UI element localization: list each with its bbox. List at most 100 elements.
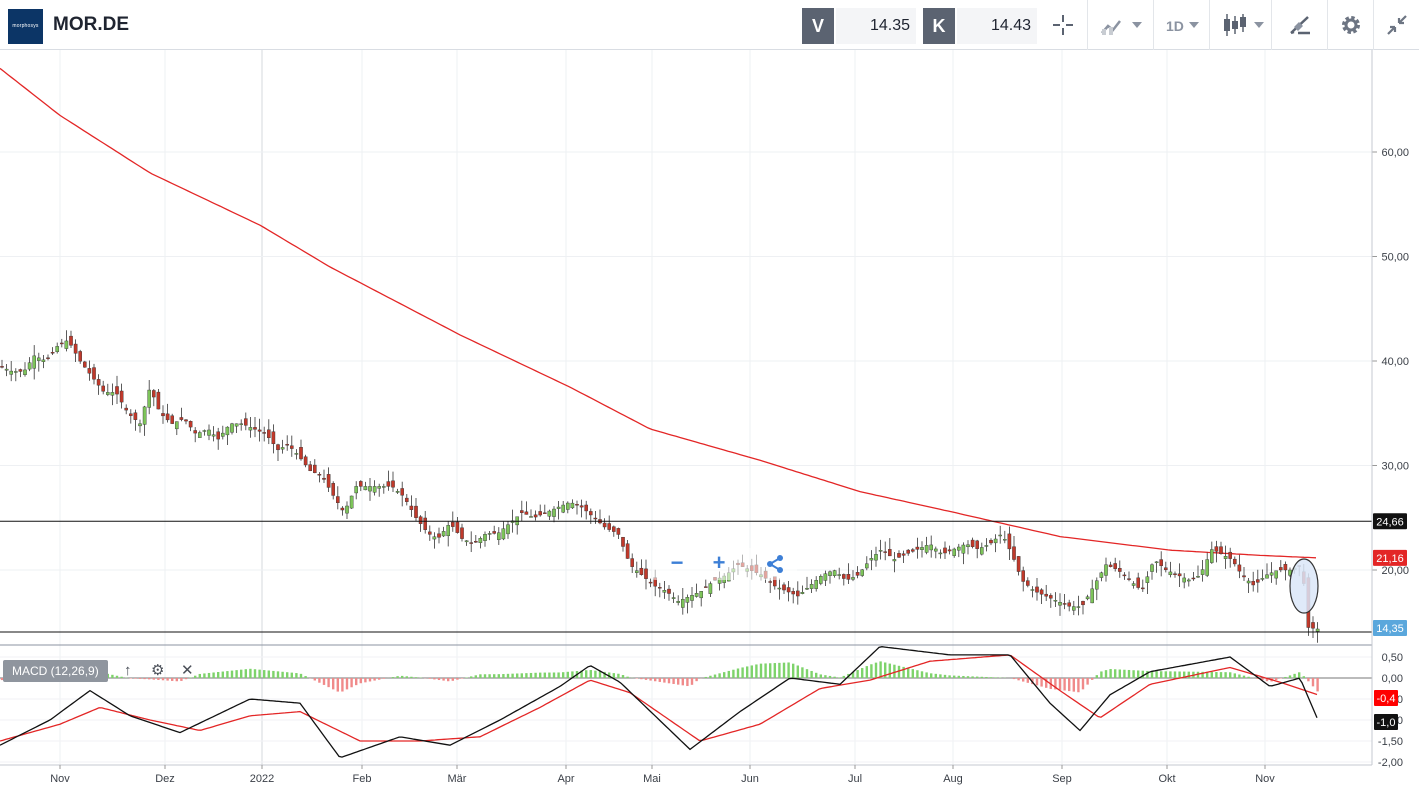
price-tick-label: 40,00 bbox=[1381, 356, 1409, 368]
zoom-out-button[interactable]: − bbox=[670, 550, 684, 575]
candle-up bbox=[501, 528, 506, 540]
candle-down bbox=[1283, 563, 1288, 571]
candle-down bbox=[667, 588, 671, 594]
interval-button[interactable]: 1D bbox=[1153, 0, 1209, 50]
crosshair-button[interactable] bbox=[1040, 0, 1086, 50]
candle-up bbox=[354, 486, 359, 494]
candle-up bbox=[142, 406, 147, 425]
macd-indicator-label[interactable]: MACD (12,26,9) bbox=[3, 660, 108, 682]
candle-up bbox=[1196, 576, 1200, 578]
candle-down bbox=[970, 539, 975, 547]
candle-up bbox=[552, 508, 556, 517]
candle-up bbox=[671, 597, 676, 599]
candle-up bbox=[1223, 556, 1228, 559]
candle-down bbox=[428, 531, 432, 535]
top-toolbar: morphosys MOR.DE V 14.35 K 14.43 1D bbox=[0, 0, 1419, 50]
candle-down bbox=[639, 567, 644, 575]
candle-style-button[interactable] bbox=[1209, 0, 1271, 50]
candle-up bbox=[13, 371, 18, 373]
candle-up bbox=[9, 370, 14, 375]
candle-up bbox=[483, 534, 487, 541]
price-chart[interactable]: 60,0050,0040,0030,0020,000,500,00-0,50-1… bbox=[0, 50, 1419, 793]
candle-down bbox=[184, 419, 188, 422]
candle-down bbox=[538, 511, 542, 516]
arrow-up-icon[interactable]: ↑ bbox=[124, 662, 132, 679]
candle-up bbox=[1265, 574, 1269, 579]
time-tick-label: Apr bbox=[557, 773, 574, 785]
share-button[interactable] bbox=[757, 548, 793, 580]
candle-down bbox=[584, 504, 588, 512]
candle-down bbox=[1242, 575, 1246, 578]
horizontal-lines bbox=[0, 520, 1372, 633]
candle-up bbox=[1168, 571, 1173, 576]
candle-up bbox=[938, 552, 943, 555]
candle-up bbox=[998, 534, 1002, 537]
candle-down bbox=[409, 505, 414, 510]
candle-down bbox=[326, 474, 331, 488]
candle-down bbox=[124, 407, 128, 411]
candle-up bbox=[230, 423, 234, 433]
time-tick-label: Sep bbox=[1052, 773, 1072, 785]
macd-tick-label: 0,00 bbox=[1382, 673, 1403, 685]
candle-down bbox=[414, 505, 418, 518]
candle-up bbox=[497, 532, 501, 540]
chart-type-button[interactable] bbox=[1087, 0, 1153, 50]
candle-down bbox=[575, 504, 579, 506]
candle-down bbox=[648, 581, 653, 584]
candle-down bbox=[1025, 580, 1030, 586]
candle-up bbox=[869, 558, 874, 561]
time-tick-label: Dez bbox=[155, 773, 175, 785]
price-tick-label: 50,00 bbox=[1381, 252, 1409, 264]
signal-line bbox=[0, 654, 1318, 742]
candle-up bbox=[547, 510, 552, 517]
candle-up bbox=[1094, 580, 1099, 590]
candle-down bbox=[115, 386, 119, 395]
candle-up bbox=[1076, 606, 1081, 608]
candle-down bbox=[405, 497, 409, 502]
candle-down bbox=[1232, 558, 1237, 565]
candle-down bbox=[165, 413, 170, 421]
candle-down bbox=[906, 549, 910, 554]
candle-down bbox=[322, 477, 326, 480]
candle-up bbox=[138, 423, 142, 427]
candle-down bbox=[133, 412, 138, 420]
gear-icon[interactable]: ⚙ bbox=[151, 662, 165, 679]
collapse-button[interactable] bbox=[1373, 0, 1419, 50]
zoom-in-button[interactable]: + bbox=[712, 550, 726, 575]
crosshair-icon bbox=[1053, 15, 1073, 35]
drawing-tools-button[interactable] bbox=[1271, 0, 1327, 50]
candle-up bbox=[681, 599, 685, 608]
close-icon[interactable]: ✕ bbox=[181, 662, 194, 679]
macd-tag-bg bbox=[1374, 714, 1398, 730]
candle-up bbox=[635, 570, 639, 573]
candle-up bbox=[1030, 589, 1035, 591]
candle-up bbox=[685, 597, 690, 603]
candle-down bbox=[188, 421, 193, 428]
share-icon bbox=[767, 555, 783, 573]
settings-button[interactable] bbox=[1327, 0, 1373, 50]
candle-down bbox=[1117, 568, 1122, 572]
ask-label: K bbox=[923, 8, 955, 44]
candle-up bbox=[662, 590, 667, 593]
candle-down bbox=[621, 536, 625, 547]
candle-down bbox=[1108, 564, 1113, 567]
candle-down bbox=[313, 464, 317, 474]
candle-up bbox=[441, 531, 446, 537]
candle-down bbox=[1191, 577, 1196, 580]
candle-down bbox=[474, 541, 478, 543]
candle-up bbox=[23, 369, 27, 375]
highlight-ellipse[interactable] bbox=[1289, 558, 1319, 614]
candle-up bbox=[929, 544, 933, 551]
candle-up bbox=[828, 571, 832, 576]
candle-down bbox=[87, 368, 92, 374]
candle-up bbox=[708, 583, 713, 594]
candle-down bbox=[69, 335, 73, 346]
candle-down bbox=[768, 581, 772, 583]
candle-up bbox=[349, 495, 354, 509]
candle-down bbox=[796, 590, 800, 597]
candle-up bbox=[920, 547, 924, 550]
candle-down bbox=[78, 351, 82, 362]
candle-up bbox=[561, 504, 565, 513]
candle-down bbox=[391, 480, 395, 488]
candle-up bbox=[202, 430, 207, 432]
